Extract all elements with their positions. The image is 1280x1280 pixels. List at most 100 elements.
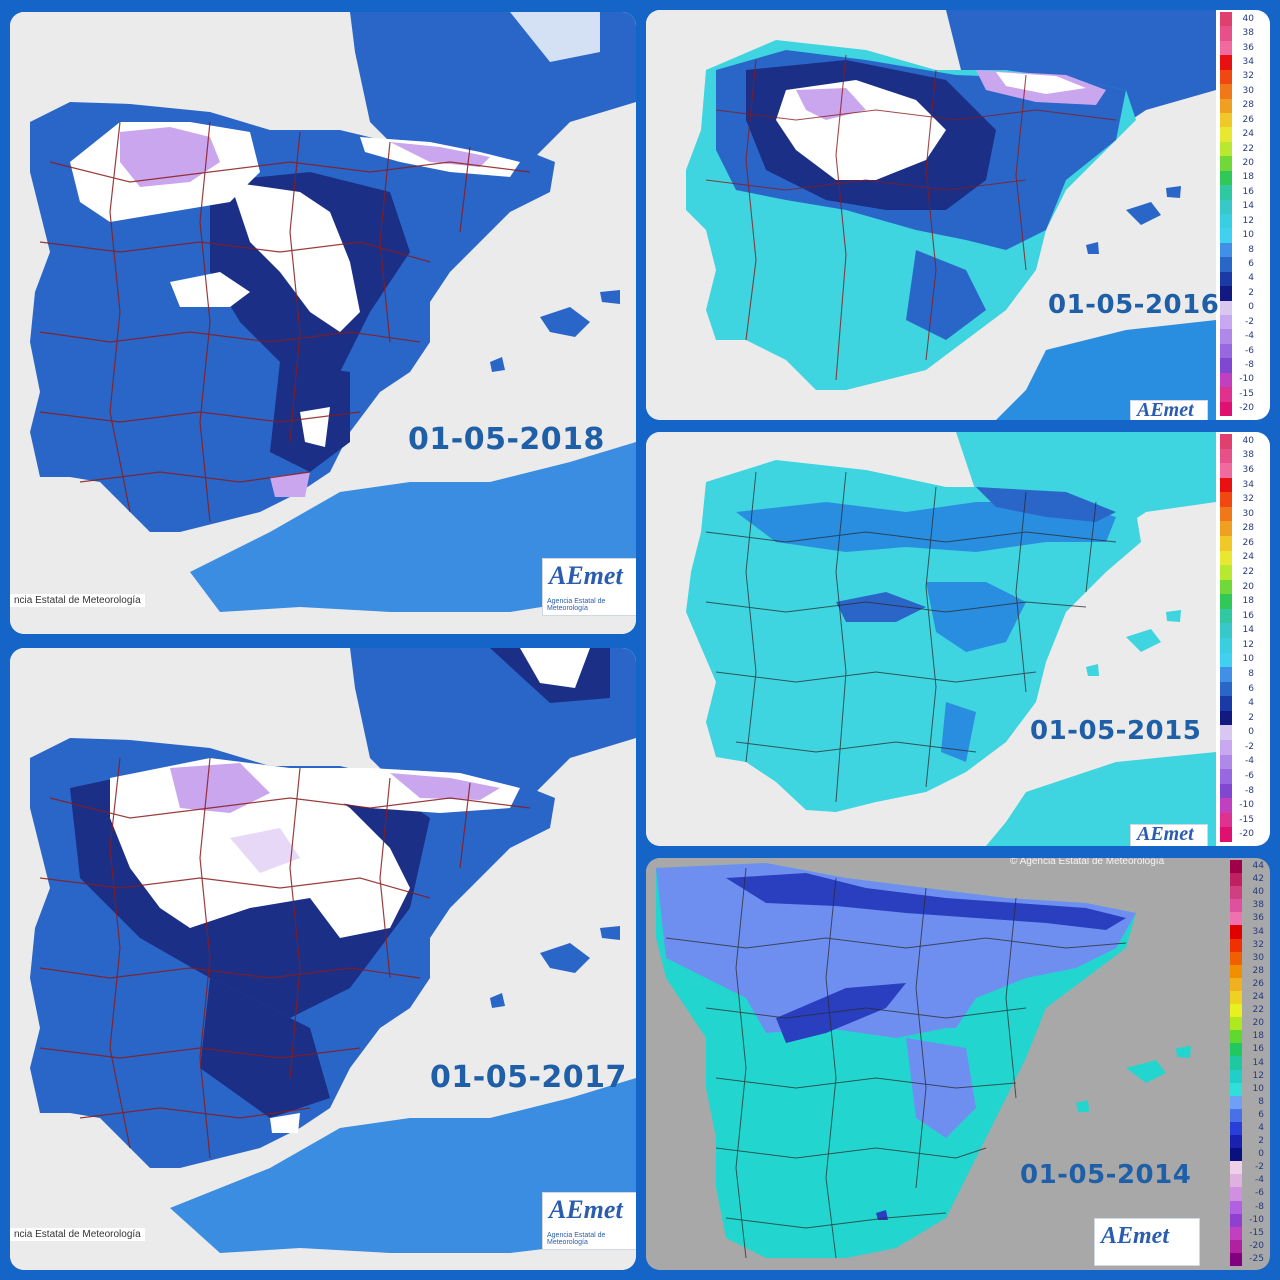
- legend-swatch: [1230, 1252, 1242, 1267]
- legend-swatch: [1220, 170, 1232, 186]
- legend-swatch: [1220, 798, 1232, 814]
- legend-label: 20: [1242, 581, 1254, 592]
- legend-swatch: [1230, 1043, 1242, 1057]
- legend-label: 0: [1248, 727, 1254, 738]
- aemet-logo-text: AEmet: [1101, 1223, 1170, 1249]
- legend-swatch: [1220, 827, 1232, 843]
- legend-swatch: [1230, 925, 1242, 940]
- legend-label: 28: [1242, 100, 1254, 111]
- legend-swatch: [1220, 696, 1232, 712]
- legend-swatch: [1220, 401, 1232, 417]
- legend-swatch: [1220, 623, 1232, 639]
- legend-label: 36: [1242, 464, 1254, 475]
- legend-label: 6: [1248, 259, 1254, 269]
- temperature-map-2018: [10, 12, 636, 634]
- map-date-2017: 01-05-2017: [430, 1060, 627, 1095]
- legend-swatch: [1220, 434, 1232, 450]
- legend-swatch: [1220, 448, 1232, 464]
- legend-swatch: [1220, 710, 1232, 726]
- legend-swatch: [1230, 1095, 1242, 1110]
- map-date-2018: 01-05-2018: [408, 422, 605, 457]
- legend-swatch: [1230, 1239, 1242, 1254]
- legend-swatch: [1220, 638, 1232, 654]
- legend-label: 4: [1248, 698, 1254, 709]
- legend-swatch: [1220, 463, 1232, 479]
- agency-credit-2017: ncia Estatal de Meteorología: [10, 1228, 145, 1241]
- legend-swatch: [1230, 1082, 1242, 1097]
- temperature-map-2017: [10, 648, 636, 1270]
- map-panel-2015: 01-05-2015 AEmet 40 38 36 34 32 30 28 26 24 22 20 1…: [646, 432, 1270, 846]
- legend-swatch: [1220, 372, 1232, 388]
- legend-label: -20: [1239, 829, 1254, 840]
- legend-swatch: [1220, 228, 1232, 244]
- legend-label: -20: [1239, 403, 1254, 414]
- legend-label: 20: [1242, 158, 1254, 168]
- legend-label: 8: [1258, 1096, 1264, 1107]
- legend-swatch: [1220, 185, 1232, 201]
- aemet-logo-subtitle: Agencia Estatal de Meteorología: [547, 598, 606, 612]
- legend-label: 42: [1252, 874, 1264, 885]
- legend-swatch: [1220, 40, 1232, 56]
- legend-swatch: [1220, 156, 1232, 172]
- legend-swatch: [1220, 84, 1232, 100]
- legend-swatch: [1220, 141, 1232, 157]
- legend-label: 18: [1242, 172, 1254, 183]
- legend-label: 24: [1242, 129, 1254, 140]
- legend-label: 30: [1252, 952, 1264, 963]
- legend-label: 22: [1242, 143, 1254, 154]
- legend-swatch: [1230, 1161, 1242, 1175]
- legend-swatch: [1230, 1187, 1242, 1201]
- legend-swatch: [1220, 594, 1232, 610]
- legend-label: -2: [1245, 316, 1254, 327]
- legend-label: -20: [1249, 1240, 1264, 1251]
- legend-label: -6: [1245, 770, 1254, 781]
- legend-swatch: [1230, 951, 1242, 966]
- agency-credit-2014: © Agencia Estatal de Meteorología: [1010, 858, 1165, 867]
- legend-swatch: [1220, 26, 1232, 42]
- legend-label: 28: [1252, 965, 1264, 976]
- map-panel-2018: 01-05-2018 ncia Estatal de Meteorología …: [10, 12, 636, 634]
- legend-label: 14: [1242, 201, 1254, 212]
- legend-label: -15: [1239, 388, 1254, 399]
- legend-swatch: [1220, 343, 1232, 359]
- legend-label: 36: [1252, 913, 1264, 924]
- legend-swatch: [1220, 740, 1232, 756]
- legend-label: 18: [1242, 596, 1254, 607]
- legend-label: 0: [1248, 302, 1254, 313]
- aemet-logo-text: AEmet: [549, 1195, 623, 1224]
- legend-swatch: [1230, 990, 1242, 1005]
- legend-swatch: [1230, 1135, 1242, 1149]
- legend-swatch: [1230, 1017, 1242, 1031]
- aemet-logo-2018: AEmet Agencia Estatal de Meteorología: [542, 558, 636, 616]
- legend-swatch: [1230, 860, 1242, 874]
- legend-label: -8: [1245, 785, 1254, 796]
- aemet-logo-text: AEmet: [1137, 399, 1194, 420]
- legend-label: 40: [1242, 13, 1254, 24]
- legend-label: 12: [1242, 215, 1254, 226]
- legend-label: 26: [1242, 537, 1254, 548]
- legend-swatch: [1220, 329, 1232, 345]
- legend-swatch: [1220, 300, 1232, 316]
- legend-label: 2: [1248, 712, 1254, 723]
- legend-swatch: [1230, 938, 1242, 953]
- legend-label: -8: [1245, 360, 1254, 370]
- legend-swatch: [1230, 873, 1242, 887]
- legend-label: -15: [1249, 1227, 1264, 1238]
- legend-label: -10: [1239, 800, 1254, 811]
- legend-swatch: [1220, 199, 1232, 215]
- legend-swatch: [1230, 1148, 1242, 1162]
- aemet-logo-2016: AEmet: [1130, 399, 1208, 420]
- legend-label: 22: [1252, 1005, 1264, 1016]
- legend-label: 34: [1242, 479, 1254, 490]
- map-panel-2016: 01-05-2016 AEmet 40 38 36 34 32 30 28 26 24 22 20 1…: [646, 10, 1270, 420]
- legend-swatch: [1230, 1108, 1242, 1123]
- legend-label: -2: [1255, 1162, 1264, 1173]
- map-panel-2017: 01-05-2017 ncia Estatal de Meteorología …: [10, 648, 636, 1270]
- legend-label: 0: [1258, 1149, 1264, 1160]
- legend-label: 10: [1242, 654, 1254, 665]
- legend-label: 38: [1242, 450, 1254, 461]
- legend-label: 14: [1242, 625, 1254, 636]
- legend-swatch: [1230, 1174, 1242, 1188]
- legend-label: 28: [1242, 523, 1254, 534]
- legend-swatch: [1230, 1069, 1242, 1084]
